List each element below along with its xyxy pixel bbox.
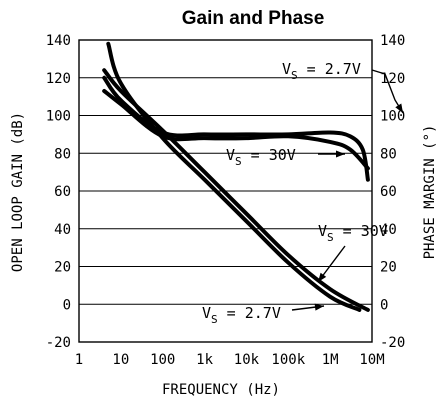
annotation-label: VS = 2.7V — [282, 60, 361, 82]
annotation-arrowhead — [336, 150, 345, 158]
x-tick-label: 10 — [112, 352, 129, 368]
right-tick-label: 140 — [380, 33, 405, 49]
plot-frame — [78, 39, 373, 343]
left-tick-label: 20 — [54, 260, 71, 276]
annotation-label: VS = 2.7V — [202, 304, 281, 326]
left-axis-label: OPEN LOOP GAIN (dB) — [10, 112, 26, 272]
left-tick-labels: 140 120 100 80 60 40 20 0 -20 — [46, 33, 71, 351]
annotation-arrowhead — [395, 103, 403, 113]
annotation-arrowhead — [318, 272, 327, 282]
left-tick-label: -20 — [46, 335, 71, 351]
right-tick-label: 40 — [380, 222, 397, 238]
right-axis-label: PHASE MARGIN (°) — [422, 125, 438, 260]
right-tick-label: 120 — [380, 71, 405, 87]
right-tick-label: 60 — [380, 184, 397, 200]
left-tick-label: 40 — [54, 222, 71, 238]
x-tick-label: 10M — [359, 352, 384, 368]
series-gain_30v — [102, 68, 370, 312]
right-tick-label: 0 — [380, 297, 388, 313]
annotation-label: VS = 30V — [226, 146, 296, 168]
right-tick-label: 100 — [380, 109, 405, 125]
left-tick-label: 80 — [54, 146, 71, 162]
annotation-label: VS = 30V — [318, 222, 388, 244]
annotation-gain_30v: VS = 30V — [317, 222, 388, 283]
right-tick-label: -20 — [380, 335, 405, 351]
series-phase_30v — [102, 89, 370, 171]
annotation-arrowhead — [314, 303, 324, 311]
x-tick-label: 10k — [234, 352, 260, 368]
right-tick-label: 20 — [380, 260, 397, 276]
left-tick-label: 0 — [63, 297, 71, 313]
x-tick-label: 1k — [196, 352, 213, 368]
right-tick-label: 80 — [380, 146, 397, 162]
left-tick-label: 100 — [46, 109, 71, 125]
chart-title: Gain and Phase — [182, 8, 325, 29]
left-tick-label: 140 — [46, 33, 71, 49]
curves — [102, 41, 370, 312]
gridlines — [79, 77, 372, 305]
x-tick-label: 1M — [322, 352, 339, 368]
annotation-gain_2v7: VS = 2.7V — [202, 303, 325, 326]
x-tick-label: 100 — [150, 352, 175, 368]
x-tick-label: 100k — [271, 352, 305, 368]
x-tick-label: 1 — [75, 352, 83, 368]
x-tick-labels: 1 10 100 1k 10k 100k 1M 10M — [75, 352, 385, 368]
series-gain_2v7 — [106, 41, 362, 312]
left-tick-label: 60 — [54, 184, 71, 200]
x-axis-label: FREQUENCY (Hz) — [162, 382, 280, 398]
annotation-phase_30v: VS = 30V — [226, 146, 345, 168]
right-tick-labels: 140 120 100 80 60 40 20 0 -20 — [380, 33, 405, 351]
annotation-phase_2v7: VS = 2.7V — [282, 60, 404, 114]
left-tick-label: 120 — [46, 71, 71, 87]
annotations: VS = 2.7V VS = 30V VS = 30V VS = 2.7V — [202, 60, 404, 326]
series-phase_2v7 — [102, 75, 370, 182]
